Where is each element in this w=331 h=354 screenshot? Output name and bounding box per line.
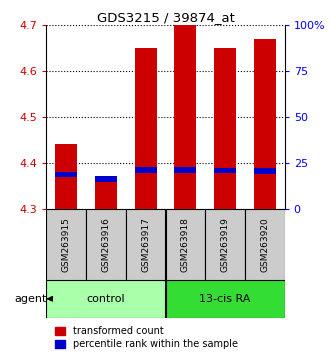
Text: control: control <box>87 294 125 304</box>
Text: agent: agent <box>14 294 47 304</box>
Bar <box>214 48 236 209</box>
Text: GSM263919: GSM263919 <box>220 217 230 272</box>
Legend: transformed count, percentile rank within the sample: transformed count, percentile rank withi… <box>51 322 242 353</box>
Bar <box>55 144 77 209</box>
Bar <box>254 169 276 174</box>
Title: GDS3215 / 39874_at: GDS3215 / 39874_at <box>97 11 234 24</box>
Bar <box>254 39 276 209</box>
Bar <box>135 167 157 172</box>
Bar <box>95 177 117 209</box>
Bar <box>135 48 157 209</box>
Text: GSM263917: GSM263917 <box>141 217 150 272</box>
Bar <box>46 280 166 318</box>
Bar <box>166 209 205 280</box>
Bar <box>95 176 117 182</box>
Bar <box>245 209 285 280</box>
Bar <box>214 168 236 173</box>
Bar <box>205 209 245 280</box>
Bar <box>174 25 196 209</box>
Text: GSM263915: GSM263915 <box>62 217 71 272</box>
Bar <box>174 167 196 172</box>
Text: GSM263918: GSM263918 <box>181 217 190 272</box>
Text: 13-cis RA: 13-cis RA <box>199 294 251 304</box>
Bar <box>166 280 285 318</box>
Text: GSM263916: GSM263916 <box>101 217 111 272</box>
Bar <box>55 172 77 177</box>
Bar <box>46 209 86 280</box>
Bar <box>126 209 166 280</box>
Bar <box>86 209 126 280</box>
Text: GSM263920: GSM263920 <box>260 217 269 272</box>
